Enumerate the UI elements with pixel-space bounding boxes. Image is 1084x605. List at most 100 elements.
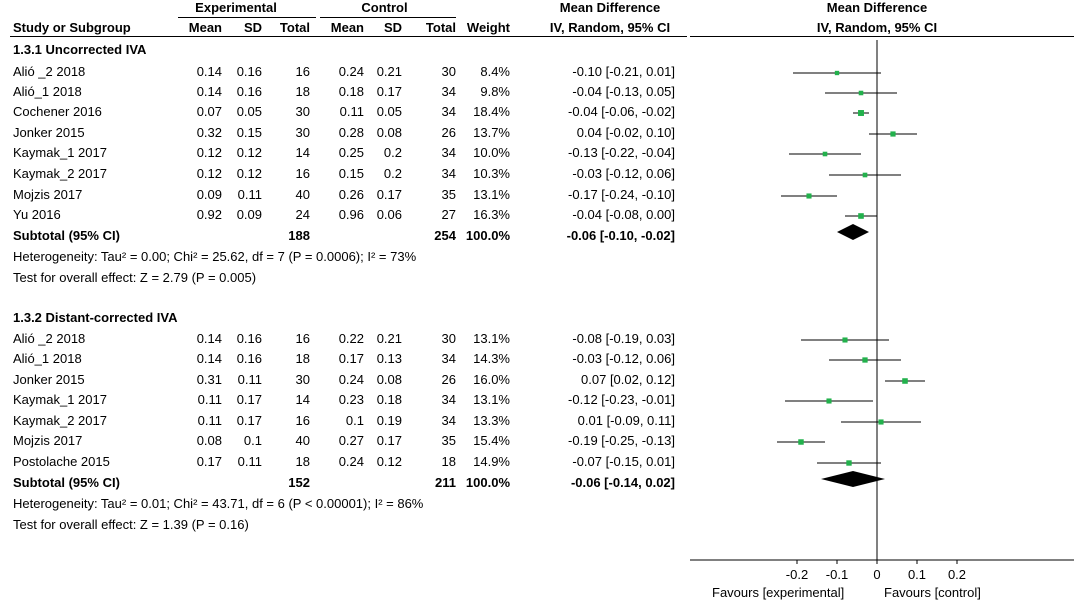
exp-mean: 0.11	[197, 392, 222, 407]
heterogeneity-text: Heterogeneity: Tau² = 0.00; Chi² = 25.62…	[13, 249, 417, 264]
ctl-total: 34	[441, 166, 456, 181]
x-tick-label: 0.1	[908, 567, 926, 582]
exp-total: 30	[295, 104, 310, 119]
plot-header-rule	[690, 36, 1074, 37]
exp-mean: 0.08	[196, 433, 222, 448]
exp-mean: 0.32	[196, 125, 222, 140]
ctl-sd: 0.2	[383, 166, 402, 181]
exp-total: 16	[295, 64, 310, 79]
study-name: Cochener 2016	[13, 104, 102, 119]
study-name: Kaymak_2 2017	[13, 166, 107, 181]
exp-sd: 0.11	[237, 187, 262, 202]
group-title: 1.3.1 Uncorrected IVA	[13, 42, 147, 57]
ctl-sd: 0.17	[376, 187, 402, 202]
study-name: Kaymak_1 2017	[13, 145, 107, 160]
exp-mean: 0.14	[196, 84, 222, 99]
study-ci: -0.08 [-0.19, 0.03]	[572, 331, 675, 346]
exp-total: 14	[295, 392, 310, 407]
study-name: Postolache 2015	[13, 454, 110, 469]
exp-total: 14	[295, 145, 310, 160]
x-tick-label: -0.1	[826, 567, 848, 582]
exp-sd: 0.12	[236, 166, 262, 181]
study-name: Mojzis 2017	[13, 433, 83, 448]
exp-total: 16	[295, 331, 310, 346]
study-name: Alió_1 2018	[13, 351, 82, 366]
study-weight: 13.3%	[473, 413, 510, 428]
study-ci: -0.07 [-0.15, 0.01]	[572, 454, 675, 469]
study-weight: 13.1%	[473, 187, 510, 202]
subtotal-label: Subtotal (95% CI)	[13, 475, 120, 490]
table-header-rule	[10, 36, 687, 37]
control-underline	[320, 17, 456, 18]
study-name: Alió _2 2018	[13, 64, 86, 79]
x-tick-label: 0.2	[948, 567, 966, 582]
header-ctl-sd: SD	[383, 20, 402, 35]
ctl-sd: 0.08	[376, 372, 402, 387]
ctl-sd: 0.19	[376, 413, 402, 428]
header-exp-sd: SD	[243, 20, 262, 35]
header-method-table: IV, Random, 95% CI	[549, 20, 671, 35]
subtotal-exp-total: 152	[288, 475, 310, 490]
ctl-total: 34	[441, 392, 456, 407]
subtotal-exp-total: 188	[288, 228, 310, 243]
study-weight: 16.0%	[473, 372, 510, 387]
study-ci: -0.19 [-0.25, -0.13]	[568, 433, 675, 448]
study-ci: 0.07 [0.02, 0.12]	[581, 372, 675, 387]
ctl-sd: 0.2	[383, 145, 402, 160]
subtotal-ci: -0.06 [-0.10, -0.02]	[566, 228, 675, 243]
exp-sd: 0.15	[236, 125, 262, 140]
study-ci: -0.17 [-0.24, -0.10]	[568, 187, 675, 202]
exp-total: 16	[295, 166, 310, 181]
ctl-total: 35	[441, 187, 456, 202]
ctl-mean: 0.23	[338, 392, 364, 407]
exp-total: 18	[295, 351, 310, 366]
study-weight: 13.1%	[473, 331, 510, 346]
exp-sd: 0.11	[237, 372, 262, 387]
ctl-mean: 0.26	[338, 187, 364, 202]
effect-marker	[858, 90, 864, 96]
ctl-total: 34	[441, 351, 456, 366]
subtotal-label: Subtotal (95% CI)	[13, 228, 120, 243]
heterogeneity-text: Heterogeneity: Tau² = 0.01; Chi² = 43.71…	[13, 496, 424, 511]
study-weight: 10.3%	[473, 166, 510, 181]
exp-mean: 0.12	[196, 145, 222, 160]
study-name: Kaymak_2 2017	[13, 413, 107, 428]
ctl-sd: 0.08	[376, 125, 402, 140]
exp-mean: 0.07	[196, 104, 222, 119]
study-name: Yu 2016	[13, 207, 61, 222]
study-weight: 13.1%	[473, 392, 510, 407]
header-method-plot: IV, Random, 95% CI	[816, 20, 938, 35]
study-weight: 9.8%	[480, 84, 510, 99]
ctl-sd: 0.06	[376, 207, 402, 222]
overall-effect-text: Test for overall effect: Z = 2.79 (P = 0…	[13, 270, 257, 285]
x-tick-label: -0.2	[786, 567, 808, 582]
exp-mean: 0.14	[196, 331, 222, 346]
study-name: Jonker 2015	[13, 125, 85, 140]
study-ci: -0.12 [-0.23, -0.01]	[568, 392, 675, 407]
exp-total: 40	[295, 433, 310, 448]
ctl-mean: 0.1	[345, 413, 364, 428]
subtotal-ci: -0.06 [-0.14, 0.02]	[570, 475, 675, 490]
effect-marker	[806, 193, 812, 199]
study-ci: -0.10 [-0.21, 0.01]	[572, 64, 675, 79]
ctl-total: 34	[441, 413, 456, 428]
study-weight: 14.3%	[473, 351, 510, 366]
ctl-sd: 0.13	[376, 351, 402, 366]
study-name: Alió_1 2018	[13, 84, 82, 99]
header-ctl-total: Total	[425, 20, 456, 35]
ctl-mean: 0.22	[338, 331, 364, 346]
effect-marker	[862, 172, 868, 178]
exp-total: 16	[295, 413, 310, 428]
ctl-total: 30	[441, 64, 456, 79]
subtotal-diamond	[821, 471, 885, 487]
study-weight: 14.9%	[473, 454, 510, 469]
study-ci: -0.13 [-0.22, -0.04]	[568, 145, 675, 160]
exp-total: 18	[295, 454, 310, 469]
ctl-total: 27	[441, 207, 456, 222]
effect-marker	[842, 337, 848, 343]
study-ci: -0.04 [-0.06, -0.02]	[568, 104, 675, 119]
ctl-mean: 0.24	[338, 64, 364, 79]
x-tick-label: 0	[873, 567, 880, 582]
exp-sd: 0.11	[237, 454, 262, 469]
header-ctl-mean: Mean	[330, 20, 364, 35]
